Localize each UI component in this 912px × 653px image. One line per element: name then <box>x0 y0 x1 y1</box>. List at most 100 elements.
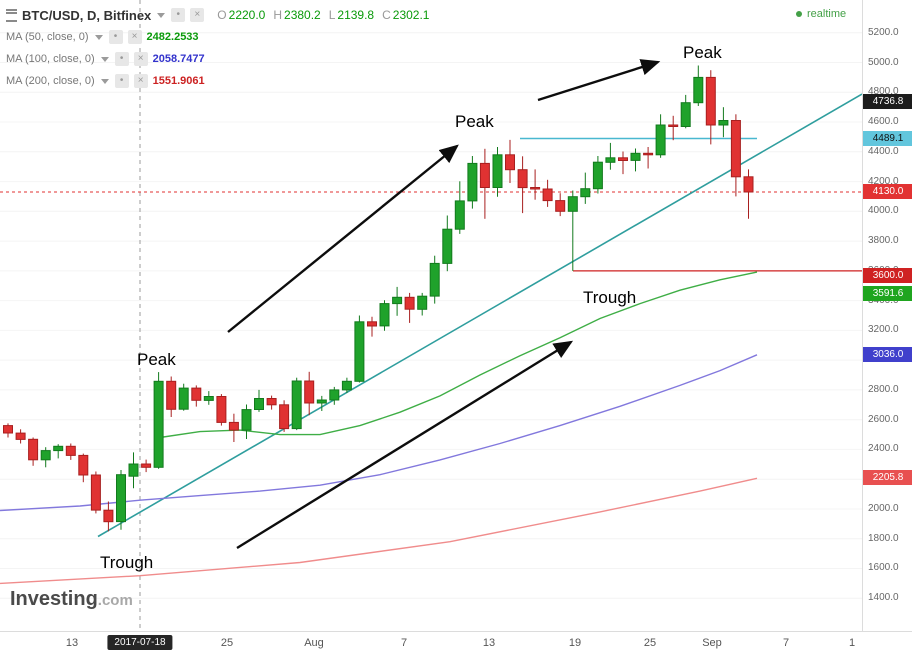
indicator-row-ma100: MA (100, close, 0) • × 2058.7477 <box>6 50 429 68</box>
realtime-indicator: realtime <box>796 8 846 20</box>
candle <box>354 315 365 383</box>
annotation-arrow[interactable] <box>236 340 574 550</box>
candle <box>241 404 252 439</box>
candle <box>429 255 440 304</box>
candle <box>341 377 352 393</box>
last-price-badge: 4736.8 <box>863 93 912 109</box>
candle-body <box>116 474 126 523</box>
annotation-arrow[interactable] <box>227 144 459 333</box>
candle-body <box>530 187 541 190</box>
investing-logo: Investing.com <box>10 588 133 611</box>
annotation-label[interactable]: Trough <box>100 553 153 572</box>
candle <box>78 453 89 483</box>
eye-icon[interactable]: • <box>114 52 129 66</box>
trend-line[interactable] <box>97 93 862 538</box>
close-icon[interactable]: × <box>127 30 142 44</box>
candle-body <box>53 445 64 452</box>
candle-body <box>103 509 114 523</box>
indicator-value: 2482.2533 <box>146 31 199 43</box>
candle-body <box>291 380 302 430</box>
candle <box>655 114 666 158</box>
candle-body <box>668 124 679 127</box>
chevron-down-icon[interactable] <box>100 78 109 84</box>
time-tick: 19 <box>568 637 582 649</box>
indicator-value: 2058.7477 <box>152 53 205 65</box>
time-tick: 7 <box>400 637 408 649</box>
indicator-label[interactable]: MA (200, close, 0) <box>6 75 95 87</box>
indicator-label[interactable]: MA (50, close, 0) <box>6 31 89 43</box>
indicator-row-ma200: MA (200, close, 0) • × 1551.9061 <box>6 72 429 90</box>
close-icon[interactable]: × <box>133 52 148 66</box>
symbol-title[interactable]: BTC/USD, D, Bitfinex <box>22 7 152 23</box>
candle-body <box>266 398 277 406</box>
price-tick: 5000.0 <box>868 56 899 68</box>
ohlc-readout: O 2220.0 H 2380.2 L 2139.8 C 2302.1 <box>217 8 429 22</box>
candle-body <box>304 380 315 404</box>
symbol-menu-icon[interactable] <box>6 8 17 22</box>
price-tick: 1600.0 <box>868 562 899 574</box>
annotation-label[interactable]: Peak <box>455 112 494 131</box>
eye-icon[interactable]: • <box>114 74 129 88</box>
candle <box>141 459 152 473</box>
ma50-value-badge: 3591.6 <box>863 286 912 301</box>
candle-body <box>329 389 340 401</box>
candle <box>442 215 453 272</box>
candle <box>216 394 227 426</box>
candle-body <box>567 196 578 212</box>
chevron-down-icon[interactable] <box>100 56 109 62</box>
close-icon[interactable]: × <box>190 8 205 22</box>
candle <box>166 376 177 417</box>
ma200-line[interactable] <box>0 477 758 585</box>
ohlc-low-value: 2139.8 <box>337 8 375 22</box>
chevron-down-icon[interactable] <box>94 34 103 40</box>
support-line-badge: 3600.0 <box>863 268 912 283</box>
candle-body <box>680 102 691 127</box>
time-tick: 13 <box>65 637 79 649</box>
price-tick: 4400.0 <box>868 145 899 157</box>
candle <box>730 114 741 197</box>
candle-body <box>429 262 440 297</box>
ma50-line[interactable] <box>159 271 758 439</box>
candle-body <box>65 445 76 456</box>
eye-icon[interactable]: • <box>108 30 123 44</box>
candle-body <box>153 380 164 468</box>
annotation-label[interactable]: Trough <box>583 288 636 307</box>
candle <box>530 169 541 200</box>
candle-body <box>216 396 227 423</box>
annotation-label[interactable]: Peak <box>683 43 722 62</box>
candle-body <box>166 380 177 410</box>
close-icon[interactable]: × <box>133 74 148 88</box>
candle-body <box>555 200 566 212</box>
candle <box>40 447 51 468</box>
price-axis[interactable]: 5200.0 5000.0 4800.0 4600.0 4400.0 4200.0 4000… <box>862 0 912 631</box>
ohlc-close-value: 2302.1 <box>392 8 430 22</box>
chevron-down-icon[interactable] <box>157 12 166 18</box>
annotation-label[interactable]: Peak <box>137 350 176 369</box>
candle <box>705 70 716 145</box>
candle-body <box>241 409 252 431</box>
candle-body <box>191 387 202 401</box>
time-tick: 7 <box>782 637 790 649</box>
candle-body <box>90 474 101 511</box>
candle <box>630 148 641 172</box>
candle-body <box>279 404 290 430</box>
candle <box>128 452 139 489</box>
indicator-row-ma50: MA (50, close, 0) • × 2482.2533 <box>6 28 429 46</box>
trendline-price-badge: 4489.1 <box>863 130 912 146</box>
candle-body <box>392 296 403 305</box>
indicator-label[interactable]: MA (100, close, 0) <box>6 53 95 65</box>
chart-plot[interactable]: Peak Peak Peak Trough Trough <box>0 0 862 631</box>
ma100-line[interactable] <box>0 354 758 512</box>
ohlc-close: C 2302.1 <box>382 8 429 22</box>
price-tick: 5200.0 <box>868 26 899 38</box>
realtime-label: realtime <box>807 8 847 20</box>
annotation-arrow[interactable] <box>537 59 661 102</box>
time-axis[interactable]: 13 2017-07-18 25 Aug 7 13 19 25 Sep 7 1 <box>0 631 912 653</box>
candle-body <box>705 76 716 126</box>
candle <box>3 423 13 438</box>
settings-icon[interactable]: • <box>171 8 186 22</box>
candle <box>329 386 340 405</box>
candle-body <box>517 169 528 189</box>
ohlc-low: L 2139.8 <box>329 8 374 22</box>
candle <box>178 383 189 411</box>
